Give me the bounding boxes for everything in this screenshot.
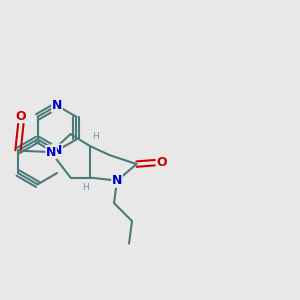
Text: H: H <box>92 132 99 141</box>
Text: N: N <box>52 99 62 112</box>
Text: O: O <box>156 156 167 169</box>
Text: O: O <box>16 110 26 123</box>
Text: N: N <box>52 144 62 157</box>
Text: H: H <box>82 183 88 192</box>
Text: N: N <box>112 174 122 187</box>
Text: N: N <box>46 146 56 159</box>
